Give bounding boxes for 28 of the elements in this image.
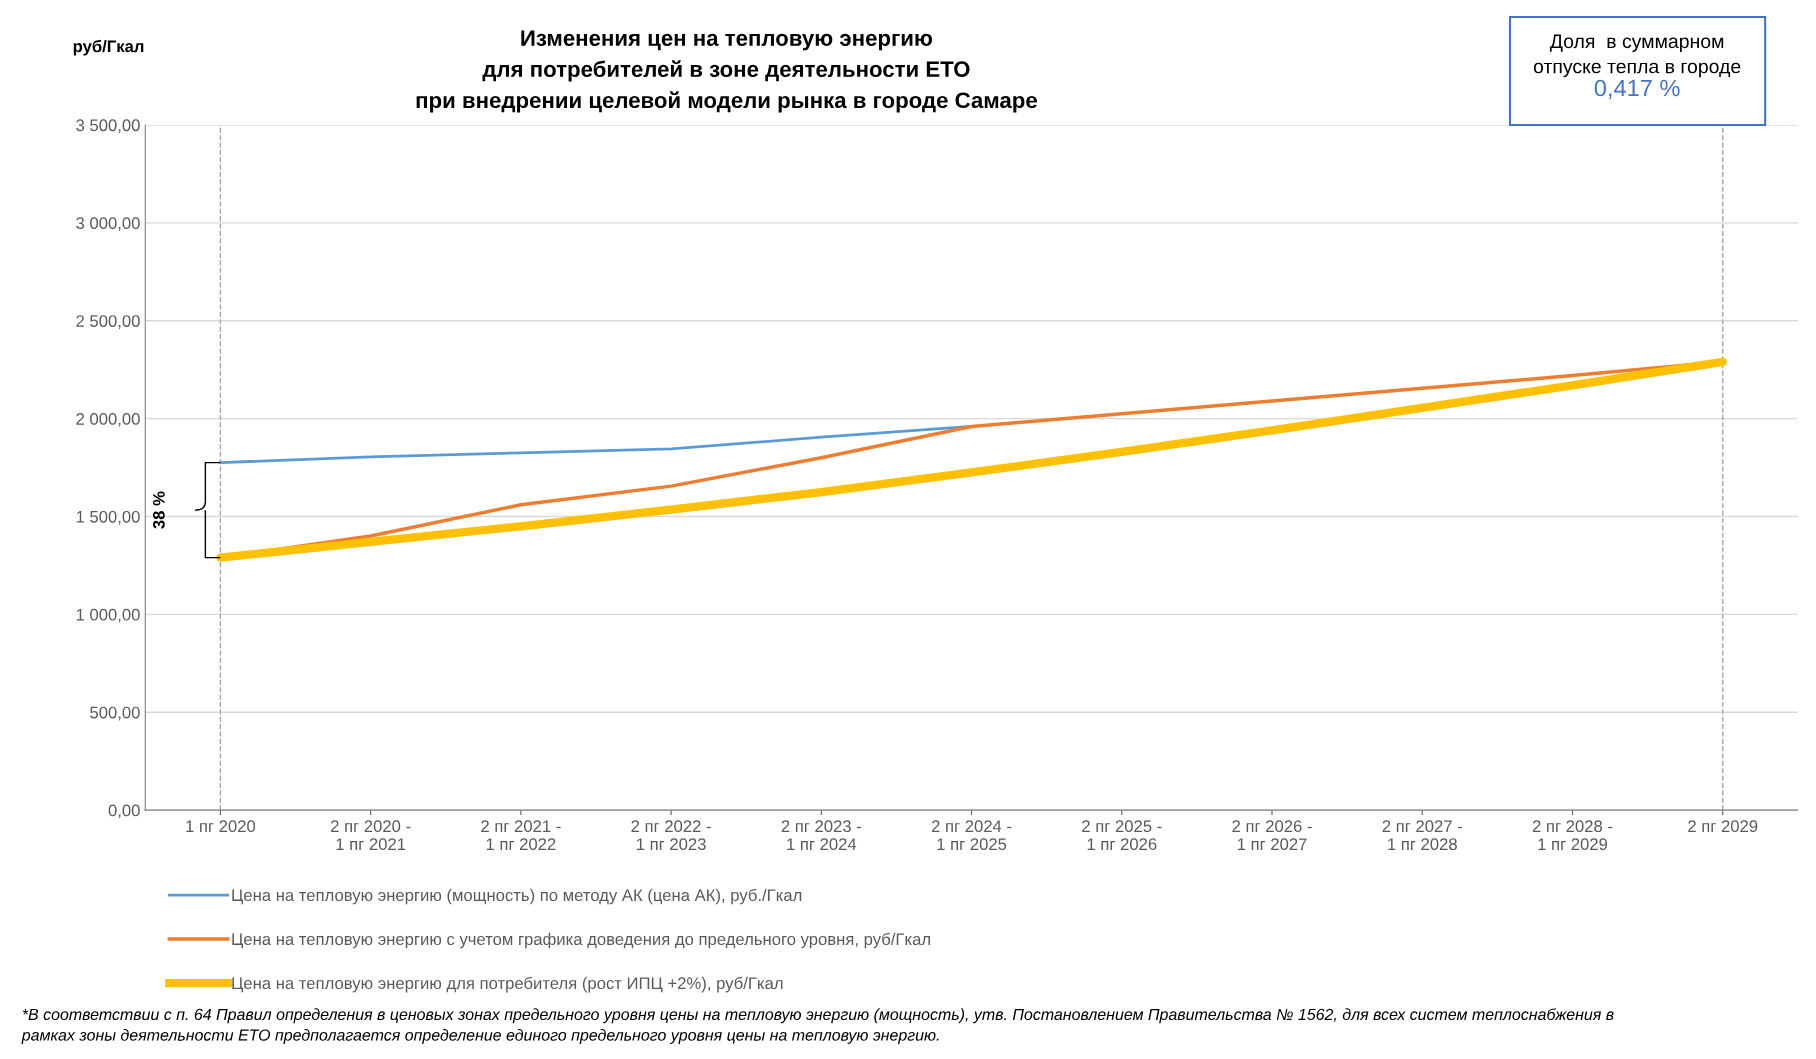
x-tick-label: 2 пг 2026 - 1 пг 2027 [1232, 820, 1312, 851]
y-tick-label: 0,00 [108, 804, 140, 819]
text: *В соответствии с п. 64 Правил определения в ценовых зонах предельного уровня цены на тепловую энергию (мощность), утв. Постановлением Правительства № 1562, для всех систем теплоснабжения в рамках зоны деятельности ЕТО предполагается определение единого предельного уровня цены на тепловую энергию. [21, 1008, 1614, 1044]
x-tick-label: 2 пг 2023 - 1 пг 2024 [781, 820, 862, 851]
text: Доля в суммарном отпуске тепла в городе [1533, 34, 1741, 78]
x-tick-label: 1 пг 2020 [186, 820, 256, 833]
legend-label: Цена на тепловую энергию (мощность) по методу АК (цена АК), руб./Гкал [232, 888, 802, 905]
text: 0,417 % [1594, 79, 1680, 100]
x-tick-label: 2 пг 2025 - 1 пг 2026 [1082, 820, 1162, 851]
legend-label: Цена на тепловую энергию для потребителя (рост ИПЦ +2%), руб/Гкал [232, 976, 783, 993]
y-tick-label: 2 500,00 [76, 315, 140, 329]
x-tick-label: 2 пг 2028 - 1 пг 2029 [1532, 820, 1613, 851]
y-tick-label: 3 500,00 [76, 119, 140, 134]
y-tick-label: 500,00 [90, 706, 140, 721]
y-tick-label: 1 500,00 [76, 510, 140, 525]
x-tick-label: 2 пг 2027 - 1 пг 2028 [1382, 820, 1462, 851]
y-tick-label: 1 000,00 [76, 608, 140, 623]
y-tick-label: 3 000,00 [76, 217, 140, 232]
annotation: 38 % [152, 491, 165, 529]
y-tick-label: 2 000,00 [76, 413, 140, 427]
y-axis-title: руб/Гкал [73, 39, 144, 56]
legend-label: Цена на тепловую энергию с учетом графика доведения до предельного уровня, руб/Гкал [232, 932, 930, 949]
x-tick-label: 2 пг 2029 [1688, 820, 1758, 833]
x-tick-label: 2 пг 2021 - 1 пг 2022 [481, 820, 561, 851]
chart-title: Изменения цен на тепловую энергию для потребителей в зоне деятельности ЕТО при внедрении целевой модели рынка в городе Самаре [416, 30, 1037, 113]
x-tick-label: 2 пг 2022 - 1 пг 2023 [631, 820, 711, 851]
x-tick-label: 2 пг 2024 - 1 пг 2025 [931, 820, 1012, 851]
x-tick-label: 2 пг 2020 - 1 пг 2021 [331, 820, 411, 851]
